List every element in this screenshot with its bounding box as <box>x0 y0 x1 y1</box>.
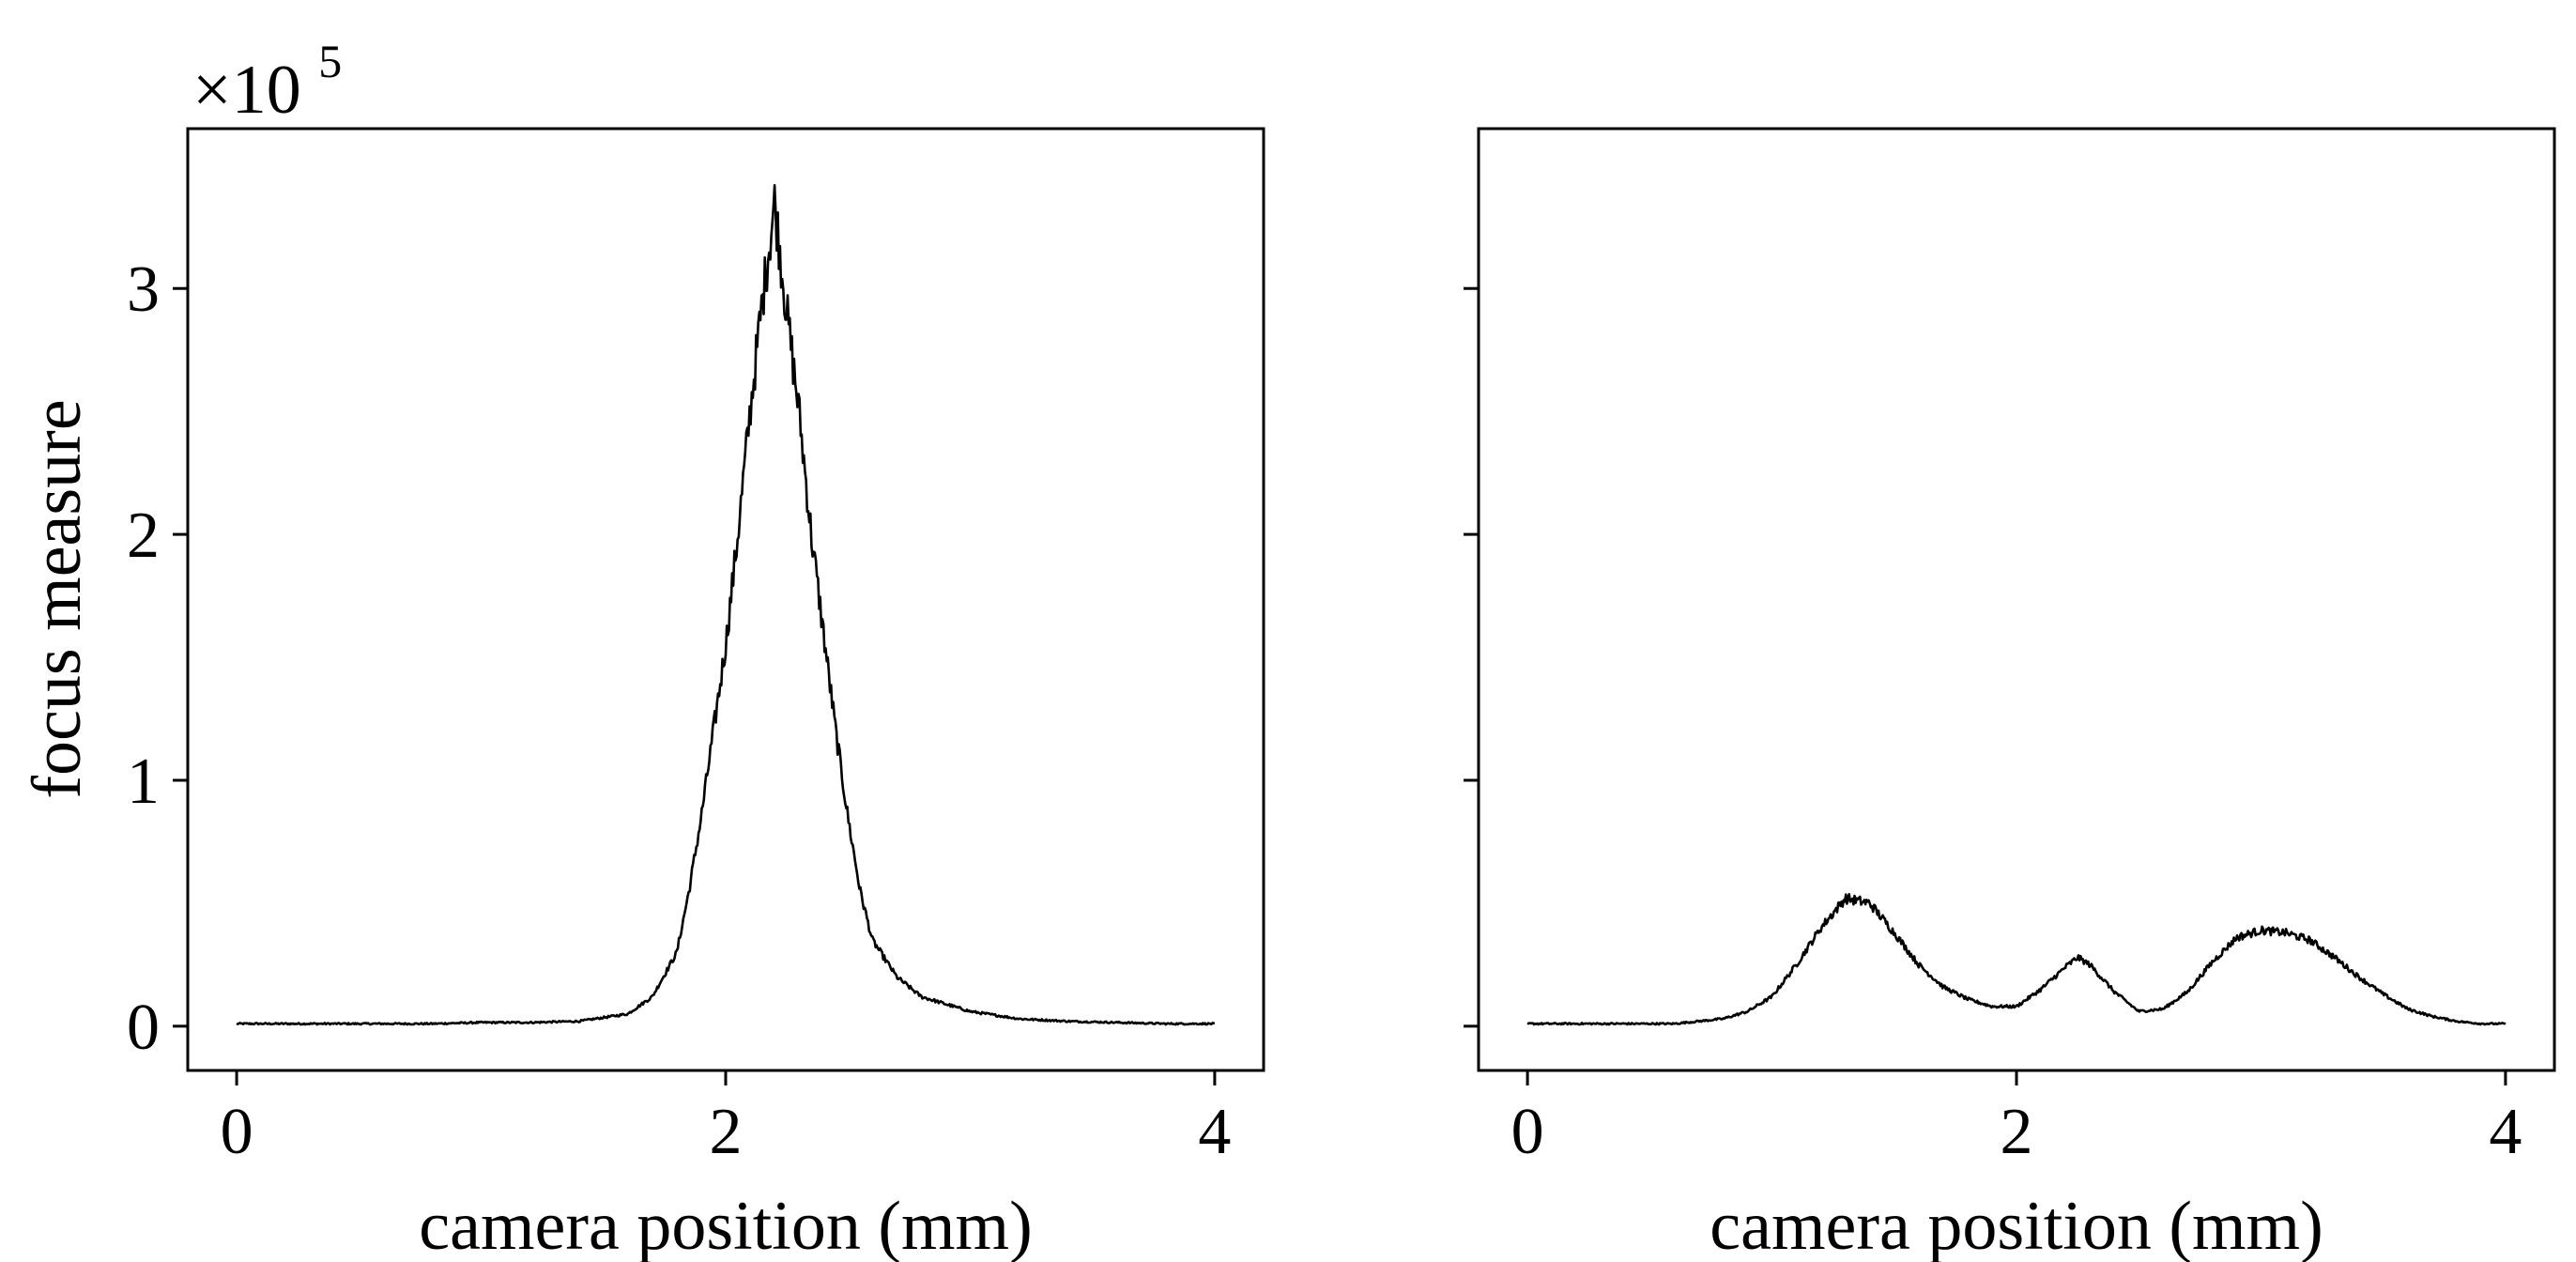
y-tick-label: 1 <box>127 746 160 818</box>
x-tick-label: 0 <box>221 1096 253 1168</box>
y-tick-label: 3 <box>127 254 160 326</box>
right-subplot: 0 2 4 camera position (mm) <box>1464 127 2556 1262</box>
y-tick-label: 2 <box>127 500 160 572</box>
right-axes: 0 2 4 <box>1464 286 2522 1168</box>
left-plot-frame <box>186 127 1265 1072</box>
left-y-axis-label: focus measure <box>19 399 96 798</box>
right-series-line <box>1526 893 2507 1026</box>
left-series-line <box>236 184 1216 1026</box>
x-tick-label: 2 <box>710 1096 743 1168</box>
right-plot-frame <box>1477 127 2556 1072</box>
y-tick-label: 0 <box>127 992 160 1064</box>
left-subplot: 0 2 4 0 1 2 3 ×10 5 focus measure camera posit… <box>19 35 1265 1262</box>
x-tick-label: 2 <box>2001 1096 2033 1168</box>
left-y-multiplier: ×10 5 <box>192 35 342 129</box>
x-tick-label: 0 <box>1511 1096 1544 1168</box>
x-tick-label: 4 <box>2489 1096 2522 1168</box>
left-axes: 0 2 4 0 1 2 3 <box>127 254 1231 1168</box>
x-tick-label: 4 <box>1198 1096 1231 1168</box>
right-x-axis-label: camera position (mm) <box>1710 1188 2323 1262</box>
left-x-axis-label: camera position (mm) <box>419 1188 1032 1262</box>
